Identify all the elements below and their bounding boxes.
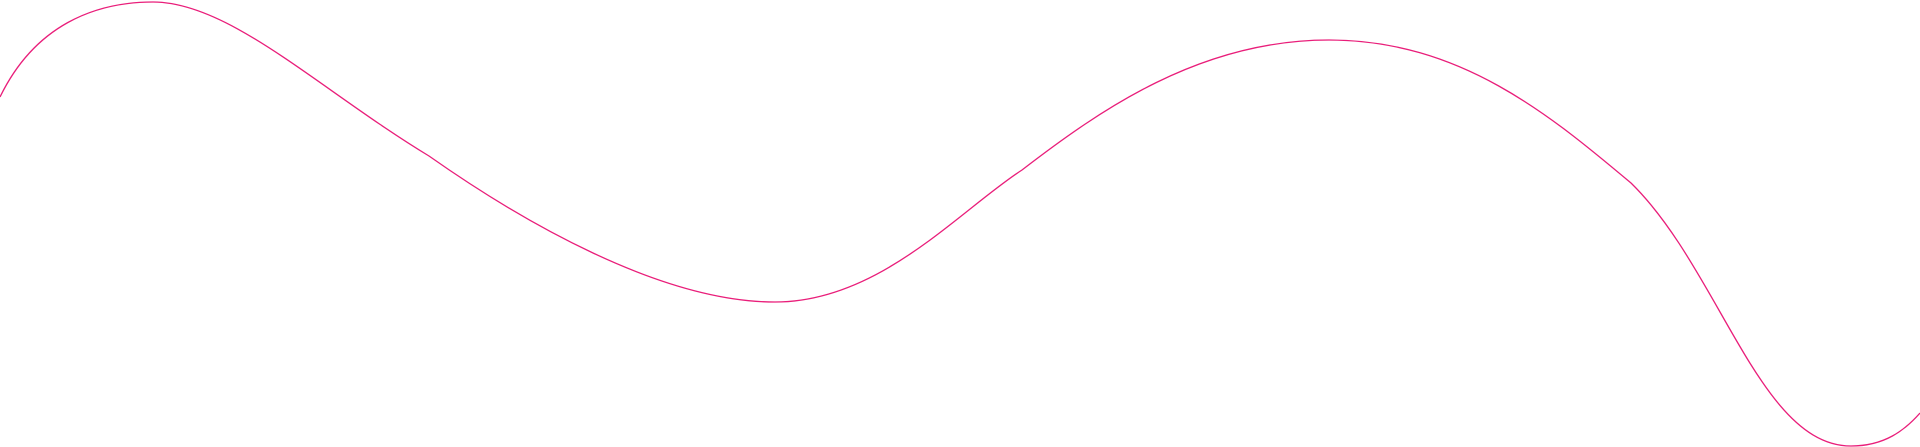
wave-line [0,1,1920,447]
decorative-wave [0,1,1920,447]
